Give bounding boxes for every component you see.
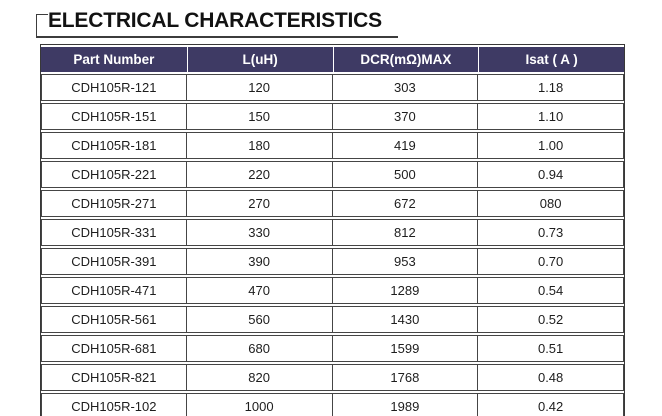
- table-row: CDH105R-561 560 1430 0.52: [41, 306, 624, 333]
- table-cell: CDH105R-121: [41, 74, 187, 101]
- table-cell: 390: [186, 248, 333, 275]
- table-cell: 1.10: [478, 103, 624, 130]
- table-cell: CDH105R-151: [41, 103, 187, 130]
- column-header: DCR(mΩ)MAX: [332, 47, 479, 72]
- table-cell: 0.48: [478, 364, 624, 391]
- table-cell: 1.18: [478, 74, 624, 101]
- electrical-characteristics-table: Part Number L(uH) DCR(mΩ)MAX Isat ( A ) CDH…: [41, 45, 624, 416]
- table-row: CDH105R-121 120 303 1.18: [41, 74, 624, 101]
- table-row: CDH105R-271 270 672 080: [41, 190, 624, 217]
- table-cell: 370: [332, 103, 479, 130]
- table-row: CDH105R-221 220 500 0.94: [41, 161, 624, 188]
- table-row: CDH105R-151 150 370 1.10: [41, 103, 624, 130]
- table-row: CDH105R-821 820 1768 0.48: [41, 364, 624, 391]
- table-body: CDH105R-121 120 303 1.18 CDH105R-151 150 370 1.…: [41, 74, 624, 416]
- table-cell: CDH105R-391: [41, 248, 187, 275]
- table-frame: Part Number L(uH) DCR(mΩ)MAX Isat ( A ) CDH…: [40, 44, 625, 416]
- table-cell: 680: [186, 335, 333, 362]
- table-cell: 812: [332, 219, 479, 246]
- table-cell: CDH105R-102: [41, 393, 187, 416]
- table-cell: 0.42: [478, 393, 624, 416]
- datasheet-page: ELECTRICAL CHARACTERISTICS Part Number L(…: [0, 6, 662, 416]
- table-cell: 270: [186, 190, 333, 217]
- table-cell: 0.73: [478, 219, 624, 246]
- table-row: CDH105R-331 330 812 0.73: [41, 219, 624, 246]
- table-row: CDH105R-102 1000 1989 0.42: [41, 393, 624, 416]
- table-cell: CDH105R-561: [41, 306, 187, 333]
- table-cell: 1599: [332, 335, 479, 362]
- page-title: ELECTRICAL CHARACTERISTICS: [36, 6, 398, 38]
- table-cell: CDH105R-821: [41, 364, 187, 391]
- table-cell: 1000: [186, 393, 333, 416]
- table-cell: CDH105R-331: [41, 219, 187, 246]
- column-header: Part Number: [41, 47, 187, 72]
- table-header-row: Part Number L(uH) DCR(mΩ)MAX Isat ( A ): [41, 47, 624, 72]
- table-cell: 953: [332, 248, 479, 275]
- table-cell: 0.52: [478, 306, 624, 333]
- table-cell: 1430: [332, 306, 479, 333]
- table-cell: CDH105R-681: [41, 335, 187, 362]
- column-header: L(uH): [186, 47, 333, 72]
- table-cell: 1.00: [478, 132, 624, 159]
- table-row: CDH105R-181 180 419 1.00: [41, 132, 624, 159]
- table-row: CDH105R-391 390 953 0.70: [41, 248, 624, 275]
- table-cell: 0.54: [478, 277, 624, 304]
- table-cell: 0.70: [478, 248, 624, 275]
- table-cell: 0.51: [478, 335, 624, 362]
- table-cell: 303: [332, 74, 479, 101]
- column-header: Isat ( A ): [478, 47, 624, 72]
- table-cell: CDH105R-181: [41, 132, 187, 159]
- table-cell: CDH105R-221: [41, 161, 187, 188]
- table-row: CDH105R-681 680 1599 0.51: [41, 335, 624, 362]
- table-cell: 220: [186, 161, 333, 188]
- table-cell: 1989: [332, 393, 479, 416]
- table-cell: 419: [332, 132, 479, 159]
- table-cell: CDH105R-271: [41, 190, 187, 217]
- table-cell: 150: [186, 103, 333, 130]
- table-cell: 0.94: [478, 161, 624, 188]
- table-cell: 672: [332, 190, 479, 217]
- table-cell: 330: [186, 219, 333, 246]
- table-cell: CDH105R-471: [41, 277, 187, 304]
- table-cell: 1768: [332, 364, 479, 391]
- table-row: CDH105R-471 470 1289 0.54: [41, 277, 624, 304]
- table-cell: 470: [186, 277, 333, 304]
- table-cell: 1289: [332, 277, 479, 304]
- table-cell: 180: [186, 132, 333, 159]
- table-cell: 500: [332, 161, 479, 188]
- title-section: ELECTRICAL CHARACTERISTICS: [36, 6, 662, 38]
- table-cell: 120: [186, 74, 333, 101]
- table-cell: 820: [186, 364, 333, 391]
- table-cell: 560: [186, 306, 333, 333]
- table-cell: 080: [478, 190, 624, 217]
